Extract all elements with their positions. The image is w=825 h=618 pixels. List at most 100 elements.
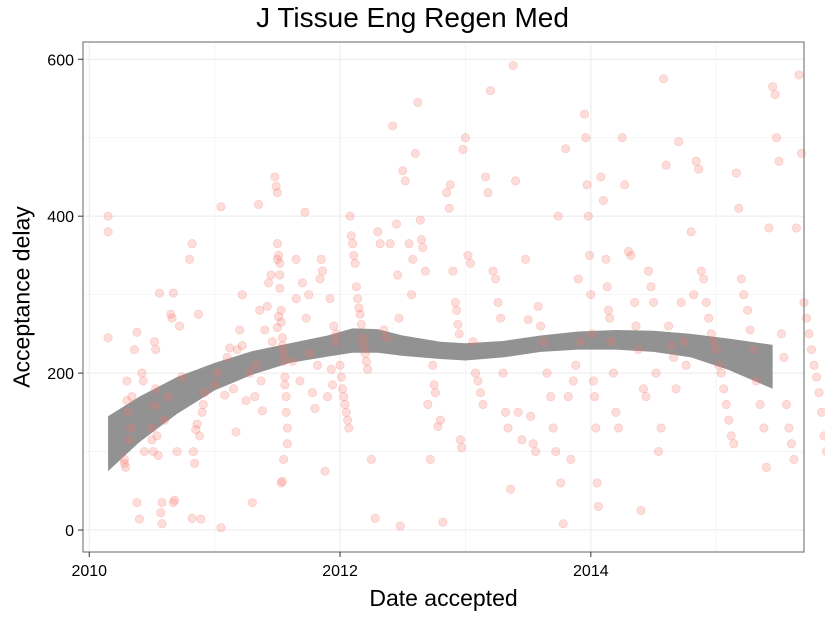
data-point: [438, 517, 448, 527]
data-point: [704, 313, 714, 323]
grid-lines: [83, 42, 804, 552]
data-point: [583, 211, 593, 221]
data-point: [231, 427, 241, 437]
data-point: [170, 495, 180, 505]
data-point: [103, 227, 113, 237]
data-point: [168, 498, 178, 508]
data-point: [791, 223, 801, 233]
data-point: [429, 380, 439, 390]
data-point: [241, 396, 251, 406]
data-point: [523, 315, 533, 325]
data-point: [279, 454, 289, 464]
data-point: [379, 325, 389, 335]
data-point: [649, 297, 659, 307]
data-point: [608, 368, 618, 378]
data-point: [460, 133, 470, 143]
data-point: [363, 364, 373, 374]
data-point: [804, 329, 814, 339]
data-point: [491, 274, 501, 284]
data-point: [759, 423, 769, 433]
data-point: [163, 392, 173, 402]
data-point: [674, 137, 684, 147]
data-point: [300, 207, 310, 217]
data-point: [408, 254, 418, 264]
data-point: [152, 431, 162, 441]
data-point: [646, 282, 656, 292]
data-point: [127, 392, 137, 402]
data-point: [506, 484, 516, 494]
x-tick-label: 2010: [71, 563, 107, 580]
data-point: [315, 274, 325, 284]
data-point: [282, 439, 292, 449]
data-point: [275, 258, 285, 268]
data-point: [428, 360, 438, 370]
data-point: [123, 407, 133, 417]
data-point: [553, 211, 563, 221]
data-point: [149, 337, 159, 347]
data-point: [457, 443, 467, 453]
data-point: [563, 392, 573, 402]
axes: 2010 2012 2014 0 200 400 600: [47, 52, 608, 580]
data-point: [764, 223, 774, 233]
y-axis-title: Acceptance delay: [8, 206, 35, 388]
data-point: [287, 356, 297, 366]
data-point: [280, 372, 290, 382]
data-point: [617, 133, 627, 143]
data-point: [686, 227, 696, 237]
data-point: [576, 337, 586, 347]
data-point: [822, 447, 825, 456]
data-point: [366, 454, 376, 464]
data-point: [197, 407, 207, 417]
data-point: [423, 399, 433, 409]
data-point: [353, 294, 363, 304]
data-point: [257, 406, 267, 416]
data-point: [517, 435, 527, 445]
data-point: [192, 419, 202, 429]
data-point: [729, 439, 739, 449]
data-point: [277, 476, 287, 486]
data-point: [571, 360, 581, 370]
data-point: [254, 199, 264, 209]
data-point: [388, 121, 398, 131]
data-point: [157, 498, 167, 508]
data-point: [325, 294, 335, 304]
data-point: [272, 254, 282, 264]
data-point: [393, 270, 403, 280]
data-point: [198, 399, 208, 409]
data-point: [548, 423, 558, 433]
x-tick-label: 2014: [573, 563, 609, 580]
data-point: [375, 239, 385, 249]
data-point: [709, 337, 719, 347]
data-point: [521, 254, 531, 264]
data-point: [814, 388, 824, 398]
data-point: [335, 360, 345, 370]
data-point: [528, 439, 538, 449]
data-point: [606, 337, 616, 347]
data-point: [310, 403, 320, 413]
data-point: [463, 250, 473, 260]
data-point: [149, 401, 159, 411]
data-point: [336, 372, 346, 382]
data-point: [272, 188, 282, 198]
data-point: [338, 384, 348, 394]
data-point: [661, 160, 671, 170]
data-point: [126, 423, 136, 433]
data-point: [330, 337, 340, 347]
data-point: [582, 180, 592, 190]
data-point: [736, 274, 746, 284]
data-point: [611, 407, 621, 417]
data-point: [251, 360, 261, 370]
data-point: [561, 144, 571, 154]
data-point: [279, 348, 289, 358]
data-point: [488, 266, 498, 276]
data-point: [691, 156, 701, 166]
data-point: [124, 435, 134, 445]
data-point: [276, 478, 286, 488]
data-point: [151, 345, 161, 355]
data-point: [498, 368, 508, 378]
data-point: [714, 360, 724, 370]
data-point: [593, 501, 603, 511]
data-point: [153, 450, 163, 460]
data-point: [450, 297, 460, 307]
data-point: [277, 333, 287, 343]
